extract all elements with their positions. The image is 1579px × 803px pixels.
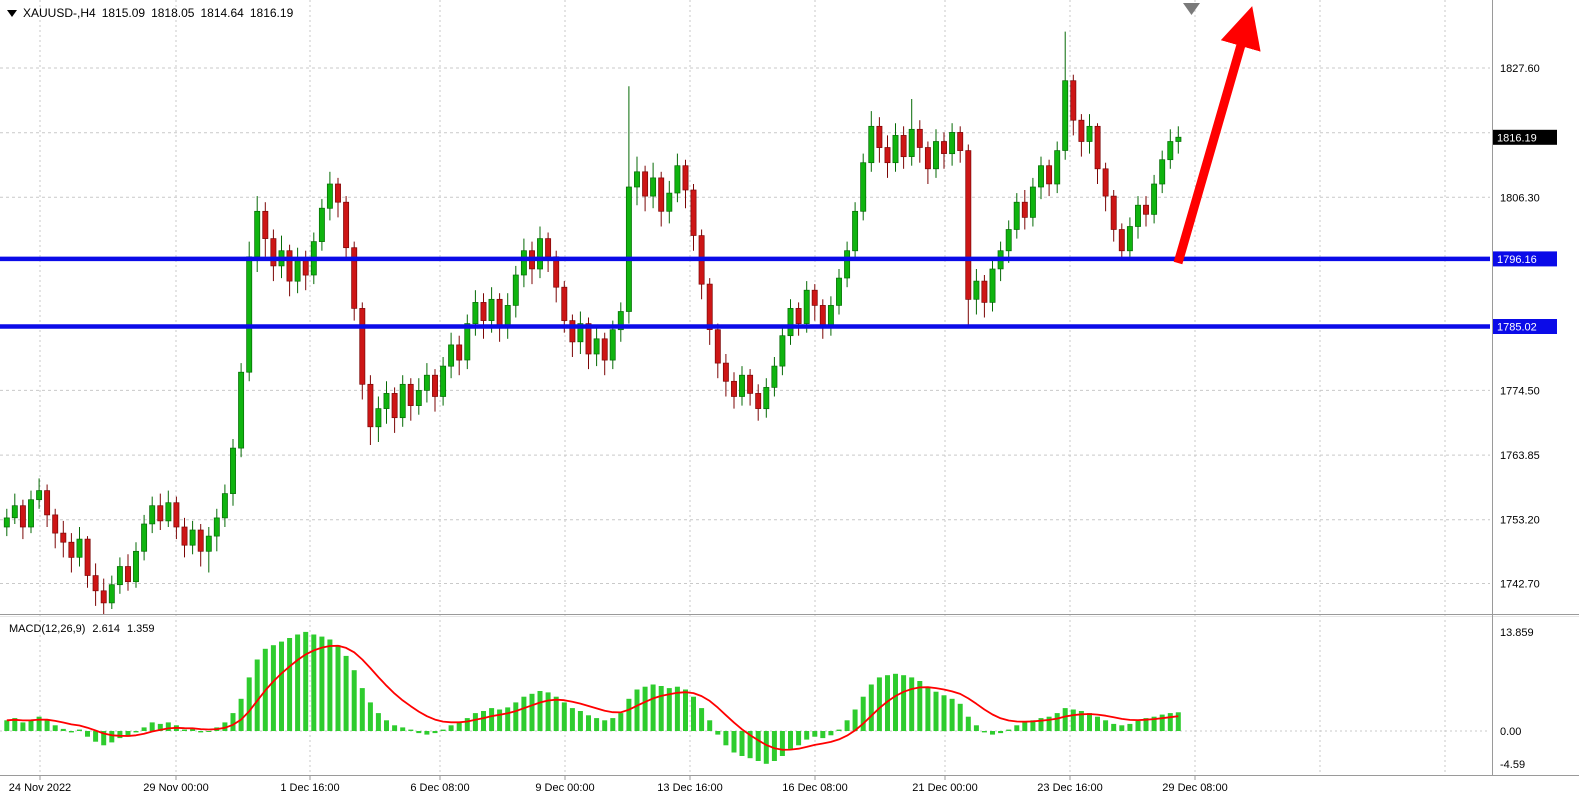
hline-price-tag xyxy=(1493,251,1557,267)
grid-lines xyxy=(0,0,1490,775)
symbol-title: XAUUSD-,H4 xyxy=(23,6,96,20)
time-axis-label: 24 Nov 2022 xyxy=(9,782,71,794)
dropdown-arrow-icon[interactable] xyxy=(7,9,17,17)
macd-scale-label: 0.00 xyxy=(1500,726,1521,738)
bar-low: 1814.64 xyxy=(200,6,244,20)
macd-scale-label: 13.859 xyxy=(1500,627,1534,639)
current-price-tag xyxy=(1493,129,1557,145)
macd-main-value: 2.614 xyxy=(92,623,120,635)
time-axis[interactable]: 24 Nov 2022 29 Nov 00:00 1 Dec 16:00 6 Dec … xyxy=(9,776,1228,794)
time-axis-label: 29 Nov 00:00 xyxy=(143,782,208,794)
price-axis-label: 1827.60 xyxy=(1500,63,1540,75)
price-axis-label: 1806.30 xyxy=(1500,192,1540,204)
time-axis-label: 13 Dec 16:00 xyxy=(657,782,722,794)
macd-histogram xyxy=(4,631,1181,764)
object-anchor-icon xyxy=(1183,3,1200,15)
bar-open: 1815.09 xyxy=(101,6,146,20)
bar-ohlc: 1815.09 1818.05 1814.64 1816.19 xyxy=(102,6,294,20)
time-axis-label: 1 Dec 16:00 xyxy=(280,782,339,794)
time-axis-label: 21 Dec 00:00 xyxy=(912,782,977,794)
time-axis-label: 9 Dec 00:00 xyxy=(535,782,594,794)
panel-borders xyxy=(0,0,1579,776)
time-axis-label: 6 Dec 08:00 xyxy=(410,782,469,794)
macd-indicator-label: MACD(12,26,9) 2.614 1.359 xyxy=(9,623,154,635)
price-axis-label: 1763.85 xyxy=(1500,450,1540,462)
current-price-tag-text: 1816.19 xyxy=(1497,132,1537,144)
trend-arrow[interactable] xyxy=(1173,6,1261,265)
time-axis-label: 16 Dec 08:00 xyxy=(782,782,847,794)
hline-price-tag-text: 1785.02 xyxy=(1497,322,1537,334)
candlesticks xyxy=(3,31,1182,615)
macd-name: MACD(12,26,9) xyxy=(9,623,86,635)
support-resistance-lines[interactable] xyxy=(0,256,1490,329)
time-axis-label: 23 Dec 16:00 xyxy=(1037,782,1102,794)
price-axis-label: 1774.50 xyxy=(1500,385,1540,397)
symbol-info: XAUUSD-,H4 1815.09 1818.05 1814.64 1816.… xyxy=(7,6,293,20)
price-axis-label: 1753.20 xyxy=(1500,515,1540,527)
hline-price-tag xyxy=(1493,319,1557,334)
macd-scale-label: -4.59 xyxy=(1500,759,1525,771)
time-axis-label: 29 Dec 08:00 xyxy=(1162,782,1227,794)
bar-high: 1818.05 xyxy=(151,6,195,20)
hline-price-tag-text: 1796.16 xyxy=(1497,254,1537,266)
price-axis-label: 1742.70 xyxy=(1500,579,1540,591)
price-axis[interactable]: 1827.60 1806.30 1774.50 1763.85 1753.20 1742.… xyxy=(1493,63,1557,771)
bar-close: 1816.19 xyxy=(249,6,294,20)
macd-signal-line xyxy=(6,644,1179,751)
macd-signal-value: 1.359 xyxy=(126,623,155,635)
